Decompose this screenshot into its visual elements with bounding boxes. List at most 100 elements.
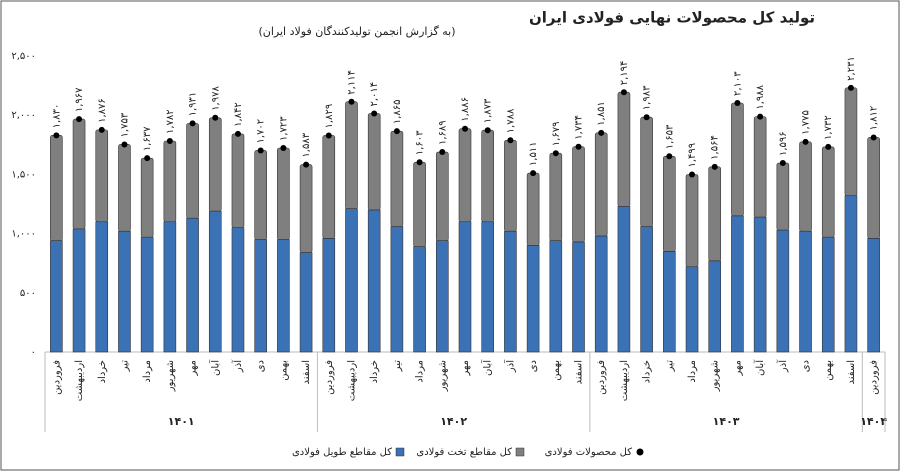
bar-segment xyxy=(685,174,699,268)
x-tick-label: آبان xyxy=(208,359,221,376)
bar-segment xyxy=(72,118,86,230)
data-label: ۱,۵۹۶ xyxy=(778,131,789,156)
bar-segment xyxy=(617,206,631,353)
total-dot xyxy=(325,132,332,139)
legend-label: کل مقاطع طویل فولادی xyxy=(292,447,392,458)
bar-segment xyxy=(481,129,495,223)
bar-segment xyxy=(708,166,722,262)
bar-segment xyxy=(821,146,835,238)
data-label: ۱,۶۷۹ xyxy=(551,122,562,147)
bar-segment xyxy=(322,238,336,353)
bar-segment xyxy=(118,230,131,353)
bar-segment xyxy=(254,150,267,240)
bar-segment xyxy=(345,208,358,353)
y-tick-label: ۲,۵۰۰ xyxy=(11,51,36,62)
bar-segment xyxy=(844,87,858,197)
total-dot xyxy=(620,89,627,96)
bar-segment xyxy=(208,210,222,353)
bar-segment xyxy=(299,252,313,353)
group-label: ۱۴۰۱ xyxy=(168,415,195,428)
bar-segment xyxy=(186,123,199,219)
bar-segment xyxy=(163,221,177,353)
data-label: ۲,۱۰۳ xyxy=(732,71,743,96)
total-dot xyxy=(212,114,219,121)
bar-segment xyxy=(72,228,86,353)
total-dot xyxy=(280,144,287,151)
total-dot xyxy=(870,134,877,141)
x-tick-label: فروردین xyxy=(869,360,880,395)
x-tick-label: تیر xyxy=(664,360,675,373)
x-tick-label: شهریور xyxy=(437,360,448,392)
x-tick-label: مرداد xyxy=(415,360,426,383)
bar-segment xyxy=(572,241,585,353)
x-tick-label: مهر xyxy=(732,360,743,376)
data-label: ۱,۷۲۳ xyxy=(278,116,289,141)
total-dot xyxy=(348,98,355,105)
bar-segment xyxy=(640,116,653,227)
bar-segment xyxy=(708,260,722,353)
chart-subtitle: (به گزارش انجمن تولیدکنندگان فولاد ایران… xyxy=(258,25,455,38)
data-label: ۱,۷۸۲ xyxy=(165,109,176,134)
bar-segment xyxy=(481,221,495,353)
x-tick-label: تیر xyxy=(119,360,130,373)
total-dot xyxy=(121,141,128,148)
x-tick-label: اردیبهشت xyxy=(619,360,630,401)
bar-segment xyxy=(50,135,63,242)
bar-segment xyxy=(254,239,267,353)
total-dot xyxy=(234,130,241,137)
bar-segment xyxy=(458,128,472,223)
bar-segment xyxy=(118,144,131,232)
bar-segment xyxy=(367,113,381,211)
data-label: ۱,۸۵۱ xyxy=(596,101,607,126)
total-dot xyxy=(439,149,446,156)
x-tick-label: آذر xyxy=(503,359,516,373)
bar-segment xyxy=(277,147,290,240)
data-label: ۲,۱۹۴ xyxy=(619,61,630,86)
y-tick-label: ۱,۵۰۰ xyxy=(11,169,36,180)
bar-segment xyxy=(231,133,245,228)
bar-segment xyxy=(277,239,290,353)
bar-segment xyxy=(163,140,177,223)
x-tick-label: اردیبهشت xyxy=(74,360,85,401)
data-label: ۱,۸۱۲ xyxy=(869,106,880,131)
data-label: ۱,۵۸۳ xyxy=(301,132,312,157)
bar-segment xyxy=(731,215,744,353)
total-dot xyxy=(530,170,537,177)
total-dot xyxy=(53,132,60,139)
x-tick-label: فروردین xyxy=(596,360,607,395)
bar-segment xyxy=(390,130,404,227)
bar-segment xyxy=(731,102,744,217)
bar-segment xyxy=(504,140,517,232)
bar-segment xyxy=(617,91,631,207)
total-dot xyxy=(689,171,696,178)
bar-segment xyxy=(140,157,154,238)
legend-label: کل مقاطع تخت فولادی xyxy=(416,447,512,458)
x-tick-label: شهریور xyxy=(710,360,721,392)
x-tick-label: اسفند xyxy=(846,360,857,384)
data-label: ۱,۸۷۶ xyxy=(97,98,108,123)
data-label: ۱,۷۵۳ xyxy=(119,112,130,137)
bar-segment xyxy=(322,135,336,239)
bar-segment xyxy=(413,246,426,353)
bar-segment xyxy=(208,117,222,212)
total-dot xyxy=(552,150,559,157)
data-label: ۱,۸۸۶ xyxy=(460,97,471,122)
bar-segment xyxy=(50,240,63,353)
bar-segment xyxy=(458,221,472,353)
bar-segment xyxy=(95,221,109,353)
total-dot xyxy=(666,153,673,160)
y-tick-label: ۱,۰۰۰ xyxy=(11,229,36,240)
x-tick-label: آذر xyxy=(231,359,244,373)
x-tick-label: آذر xyxy=(776,359,789,373)
bar-segment xyxy=(594,235,608,353)
bar-segment xyxy=(821,236,835,353)
x-tick-label: بهمن xyxy=(278,360,289,381)
total-dot xyxy=(779,160,786,167)
total-dot xyxy=(303,161,310,168)
bar-segment xyxy=(526,172,540,246)
bar-segment xyxy=(776,162,790,231)
bar-segment xyxy=(367,209,381,353)
bar-segment xyxy=(504,230,517,353)
legend-marker xyxy=(395,447,405,457)
